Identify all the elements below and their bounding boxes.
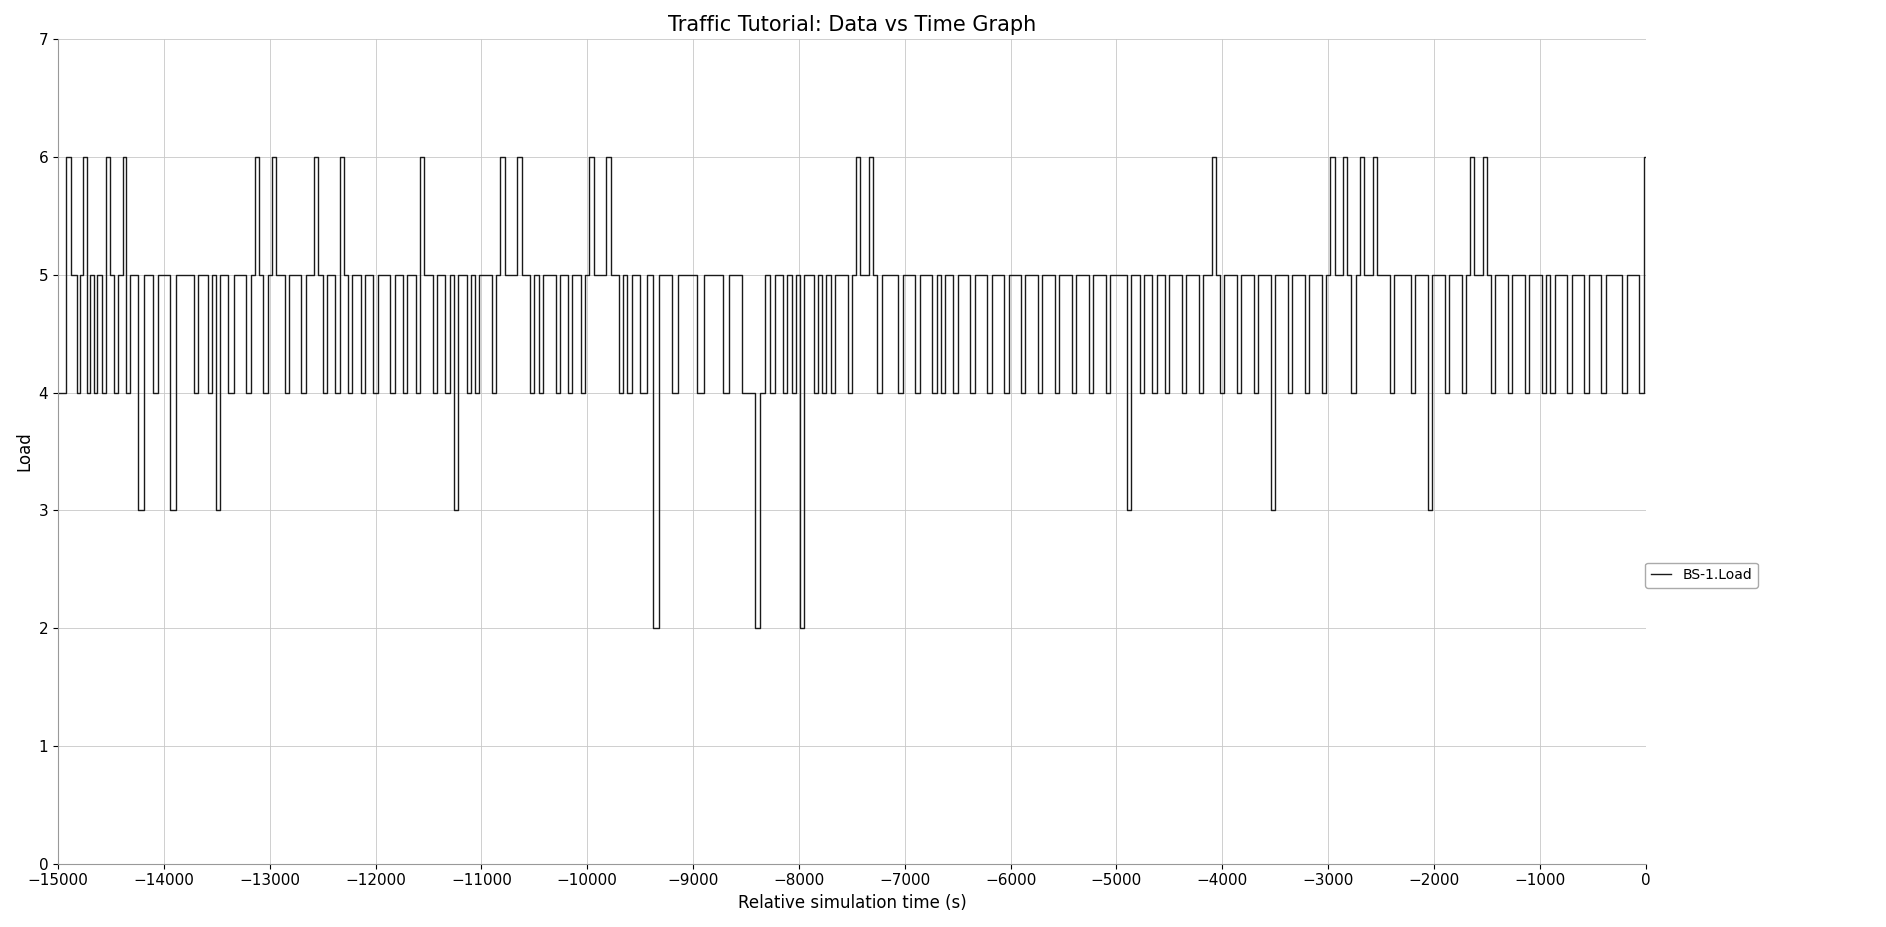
- BS-1.Load: [1056, 270, 1079, 281]
- Legend: BS-1.Load: BS-1.Load: [1645, 563, 1758, 588]
- BS-1.Load: [55, 151, 77, 162]
- BS-1.Load: [141, 270, 164, 281]
- Title: Traffic Tutorial: Data vs Time Graph: Traffic Tutorial: Data vs Time Graph: [668, 15, 1035, 35]
- BS-1.Load: [47, 387, 70, 399]
- BS-1.Load: [1475, 270, 1497, 281]
- Y-axis label: Load: Load: [15, 432, 32, 472]
- BS-1.Load: [1450, 387, 1473, 399]
- BS-1.Load: [641, 623, 664, 634]
- BS-1.Load: [1318, 151, 1341, 162]
- X-axis label: Relative simulation time (s): Relative simulation time (s): [737, 894, 966, 912]
- BS-1.Load: [1635, 151, 1658, 162]
- Line: BS-1.Load: BS-1.Load: [58, 157, 1646, 629]
- BS-1.Load: [290, 387, 313, 399]
